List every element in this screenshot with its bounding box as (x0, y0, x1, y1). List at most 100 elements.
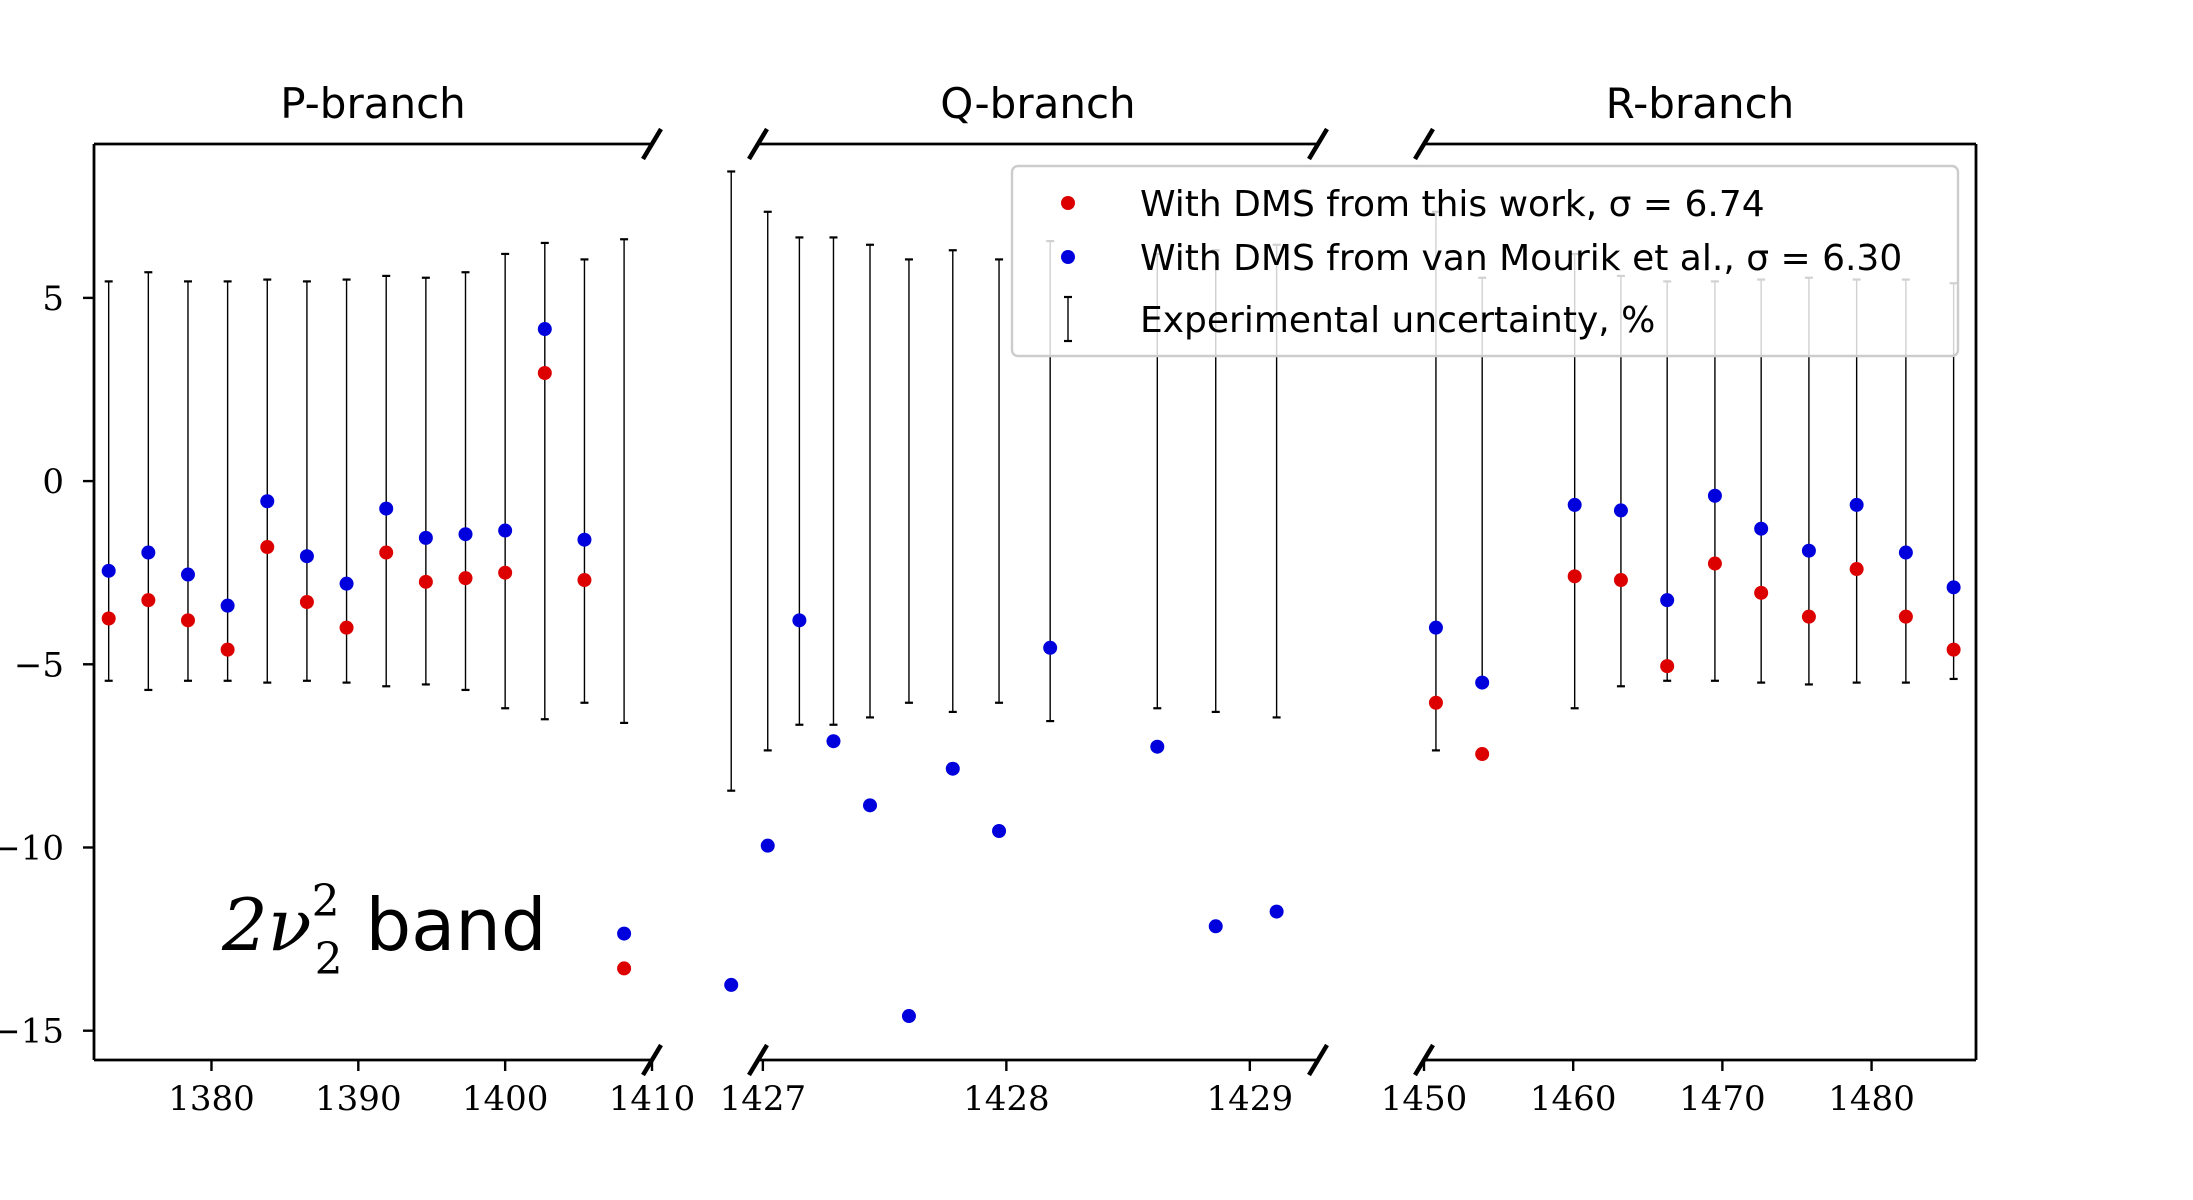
point-van-mourik (577, 532, 592, 547)
legend: With DMS from this work, σ = 6.74 With DM… (1010, 164, 1960, 358)
point-this-work (577, 573, 592, 588)
point-this-work (458, 571, 473, 586)
x-tick-label: 1470 (1679, 1079, 1766, 1119)
band-annotation: 2ν2 2 band (221, 876, 547, 985)
legend-box (1010, 164, 1960, 358)
band-label-subscript: 2 (315, 934, 343, 985)
point-this-work (1754, 585, 1769, 600)
point-this-work (1707, 556, 1722, 571)
band-label-superscript: 2 (312, 876, 340, 927)
legend-entry: Experimental uncertainty, % (1064, 295, 1655, 343)
point-this-work (379, 545, 394, 560)
point-this-work (220, 642, 235, 657)
point-van-mourik (458, 527, 473, 542)
point-van-mourik (1849, 497, 1864, 512)
point-van-mourik (901, 1009, 916, 1024)
point-van-mourik (1898, 545, 1913, 560)
x-tick-label: 1450 (1381, 1079, 1468, 1119)
point-van-mourik (1613, 503, 1628, 518)
point-van-mourik (992, 824, 1007, 838)
point-van-mourik (760, 838, 775, 853)
point-van-mourik (1043, 640, 1058, 655)
point-this-work (101, 611, 116, 626)
axis-break-mark (747, 1043, 769, 1077)
point-van-mourik (498, 523, 513, 538)
point-van-mourik (339, 576, 354, 591)
y-tick-label: −5 (14, 645, 64, 685)
point-van-mourik (1208, 919, 1223, 934)
y-tick-label: −10 (0, 828, 64, 868)
x-tick-label: 1460 (1530, 1079, 1617, 1119)
point-van-mourik (180, 567, 195, 582)
x-tick-label: 1429 (1207, 1079, 1294, 1119)
point-this-work (141, 593, 156, 608)
point-van-mourik (1269, 904, 1284, 919)
legend-label: With DMS from this work, σ = 6.74 (1140, 184, 1765, 225)
axis-break-mark (641, 127, 663, 161)
chart-panels: P-branch 1380 1390 1400 1410 Q-branch 1427 1428… (92, 79, 1978, 1119)
x-tick-label: 1390 (315, 1079, 402, 1119)
point-van-mourik (418, 530, 433, 545)
axis-break-mark (1307, 127, 1329, 161)
point-this-work (1613, 573, 1628, 588)
point-van-mourik (792, 613, 807, 628)
point-van-mourik (1946, 580, 1961, 595)
x-tick-label: 1410 (609, 1079, 696, 1119)
point-van-mourik (724, 977, 739, 992)
axis-break-mark (1413, 127, 1435, 161)
point-this-work (537, 366, 552, 380)
panel-p-branch: P-branch 1380 1390 1400 1410 (92, 79, 696, 1119)
panel-title: Q-branch (940, 79, 1135, 128)
x-tick-label: 1380 (168, 1079, 255, 1119)
point-van-mourik (299, 549, 314, 564)
point-this-work (1849, 562, 1864, 577)
point-van-mourik (1754, 521, 1769, 536)
panel-title: P-branch (280, 79, 466, 128)
panel-q-branch: Q-branch 1427 1428 1429 (720, 79, 1329, 1119)
band-label: 2ν2 2 band (221, 876, 547, 985)
point-van-mourik (1475, 675, 1490, 690)
band-label-text: band (343, 883, 547, 967)
legend-entry: With DMS from van Mourik et al., σ = 6.3… (1061, 238, 1902, 279)
x-tick-label: 1480 (1828, 1079, 1915, 1119)
point-van-mourik (1567, 497, 1582, 512)
point-van-mourik (863, 798, 877, 813)
point-this-work (617, 961, 632, 976)
x-tick-label: 1427 (720, 1079, 807, 1119)
point-this-work (1946, 642, 1961, 657)
point-van-mourik (1707, 488, 1722, 503)
y-axis: 5 0 −5 −10 −15 (0, 279, 94, 1052)
point-van-mourik (826, 734, 841, 749)
point-this-work (299, 595, 314, 609)
axis-break-mark (1307, 1043, 1329, 1077)
x-tick-label: 1400 (462, 1079, 549, 1119)
point-this-work (1567, 569, 1582, 584)
point-this-work (180, 613, 195, 628)
point-van-mourik (617, 926, 632, 941)
point-this-work (418, 574, 433, 589)
point-van-mourik (220, 598, 235, 613)
point-van-mourik (379, 501, 394, 516)
point-this-work (260, 540, 275, 555)
point-van-mourik (537, 322, 552, 337)
band-label-main: 2ν (221, 883, 312, 967)
point-van-mourik (1150, 739, 1165, 754)
point-this-work (1428, 695, 1443, 710)
point-van-mourik (945, 761, 960, 776)
legend-marker (1061, 250, 1075, 264)
panel-r-branch: R-branch 1450 1460 1470 1480 (1381, 79, 1978, 1119)
point-this-work (1801, 609, 1816, 624)
y-tick-label: −15 (0, 1012, 64, 1052)
panel-title: R-branch (1606, 79, 1795, 128)
axis-break-mark (747, 127, 769, 161)
point-this-work (1660, 659, 1675, 674)
y-tick-label: 0 (42, 462, 64, 502)
point-this-work (1475, 747, 1490, 762)
point-van-mourik (1801, 543, 1816, 558)
point-this-work (498, 565, 513, 580)
point-this-work (339, 620, 354, 635)
legend-label: Experimental uncertainty, % (1140, 300, 1655, 341)
legend-entry: With DMS from this work, σ = 6.74 (1061, 184, 1765, 225)
legend-marker (1061, 196, 1075, 210)
